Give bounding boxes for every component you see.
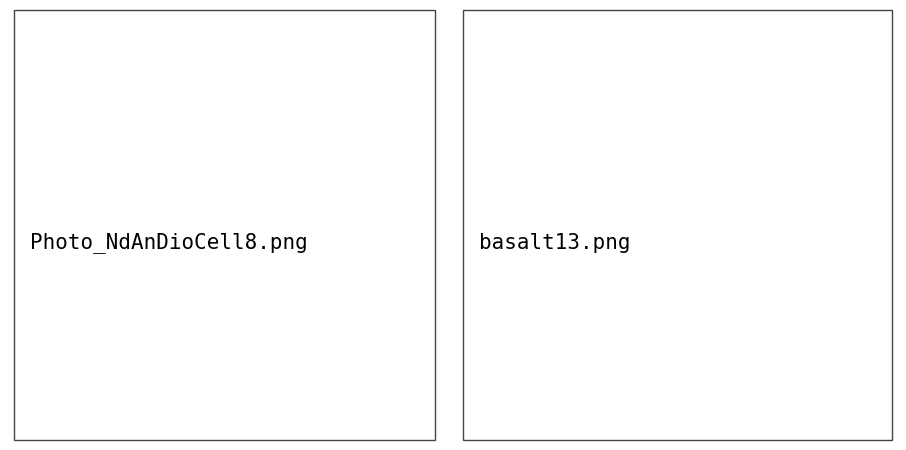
Bar bbox=[14, 10, 435, 440]
Text: basalt13.png: basalt13.png bbox=[479, 233, 631, 253]
Text: Photo_NdAnDioCell8.png: Photo_NdAnDioCell8.png bbox=[30, 233, 308, 253]
Bar bbox=[463, 10, 892, 440]
